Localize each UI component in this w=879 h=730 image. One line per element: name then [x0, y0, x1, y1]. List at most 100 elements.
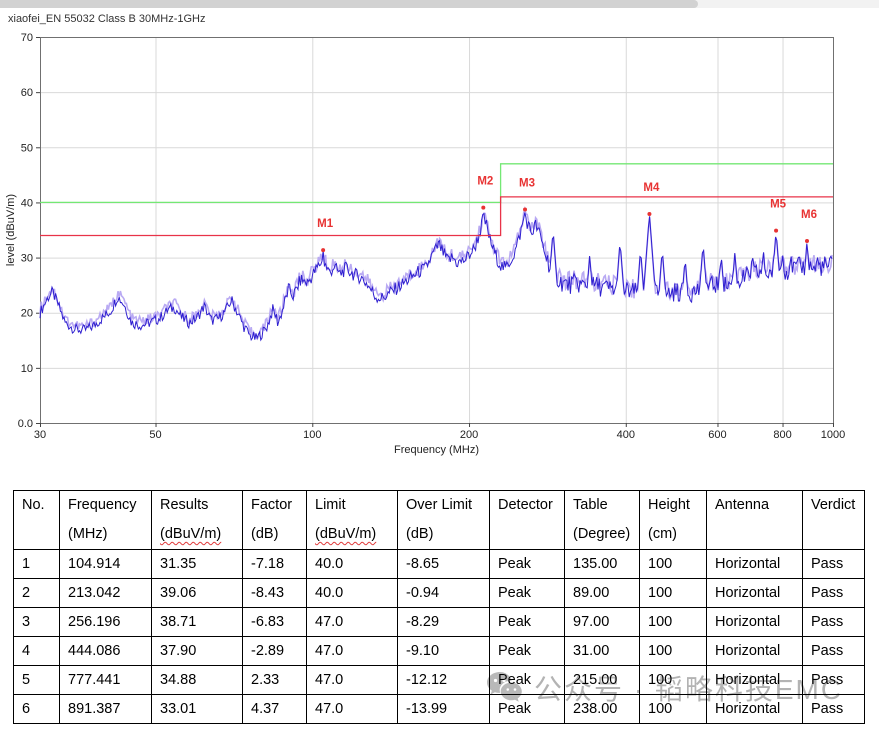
plot-border: [41, 38, 834, 424]
table-cell: 37.90: [152, 637, 243, 666]
table-cell: Pass: [803, 666, 865, 695]
marker-dot-M4: [647, 212, 651, 216]
marker-label-M2: M2: [477, 176, 493, 188]
marker-label-M5: M5: [770, 199, 787, 211]
svg-text:30: 30: [21, 253, 33, 265]
marker-label-M3: M3: [519, 178, 535, 190]
table-cell: Horizontal: [707, 695, 803, 724]
table-cell: -6.83: [243, 608, 307, 637]
col-header-results: Results(dBuV/m): [152, 491, 243, 550]
table-row: 3256.19638.71-6.8347.0-8.29Peak97.00100H…: [14, 608, 865, 637]
col-header-no-: No.: [14, 491, 60, 550]
table-cell: -2.89: [243, 637, 307, 666]
table-cell: 100: [640, 695, 707, 724]
svg-text:70: 70: [21, 32, 33, 44]
table-cell: 777.441: [60, 666, 152, 695]
svg-text:30: 30: [34, 429, 46, 441]
y-axis-title: level (dBuV/m): [5, 194, 17, 266]
svg-text:100: 100: [303, 429, 321, 441]
table-cell: Pass: [803, 579, 865, 608]
table-cell: 135.00: [565, 550, 640, 579]
table-cell: Pass: [803, 695, 865, 724]
table-cell: 34.88: [152, 666, 243, 695]
table-cell: -13.99: [398, 695, 490, 724]
table-cell: 31.00: [565, 637, 640, 666]
svg-text:60: 60: [21, 87, 33, 99]
table-cell: 100: [640, 550, 707, 579]
table-row: 5777.44134.882.3347.0-12.12Peak215.00100…: [14, 666, 865, 695]
table-cell: Horizontal: [707, 608, 803, 637]
marker-dot-M2: [481, 206, 485, 210]
table-cell: Peak: [490, 637, 565, 666]
emission-trace: [40, 213, 832, 340]
markers: M1M2M3M4M5M6: [317, 176, 817, 253]
marker-dot-M5: [774, 229, 778, 233]
svg-text:600: 600: [708, 429, 726, 441]
table-cell: 47.0: [307, 666, 398, 695]
emissions-spectrum-chart: 706050403020100.030501002004006008001000…: [0, 0, 879, 470]
table-cell: 2: [14, 579, 60, 608]
svg-text:800: 800: [773, 429, 791, 441]
gridlines: [40, 37, 833, 423]
svg-text:40: 40: [21, 197, 33, 209]
svg-text:200: 200: [460, 429, 478, 441]
table-cell: Pass: [803, 608, 865, 637]
table-cell: -8.43: [243, 579, 307, 608]
table-cell: 104.914: [60, 550, 152, 579]
svg-text:10: 10: [21, 363, 33, 375]
marker-label-M4: M4: [643, 182, 660, 194]
col-header-over-limit: Over Limit(dB): [398, 491, 490, 550]
table-cell: 6: [14, 695, 60, 724]
table-cell: -12.12: [398, 666, 490, 695]
table-cell: 891.387: [60, 695, 152, 724]
table-cell: Horizontal: [707, 579, 803, 608]
svg-text:1000: 1000: [821, 429, 845, 441]
col-header-height: Height(cm): [640, 491, 707, 550]
svg-text:20: 20: [21, 308, 33, 320]
table-cell: 40.0: [307, 550, 398, 579]
table-cell: 100: [640, 608, 707, 637]
table-cell: 215.00: [565, 666, 640, 695]
table-cell: 89.00: [565, 579, 640, 608]
table-cell: 40.0: [307, 579, 398, 608]
col-header-verdict: Verdict: [803, 491, 865, 550]
table-cell: -8.65: [398, 550, 490, 579]
table-cell: 1: [14, 550, 60, 579]
table-row: 6891.38733.014.3747.0-13.99Peak238.00100…: [14, 695, 865, 724]
results-table: No.Frequency(MHz)Results(dBuV/m)Factor(d…: [13, 490, 865, 724]
table-cell: 4: [14, 637, 60, 666]
table-cell: 4.37: [243, 695, 307, 724]
table-cell: 100: [640, 579, 707, 608]
col-header-frequency: Frequency(MHz): [60, 491, 152, 550]
table-cell: -9.10: [398, 637, 490, 666]
table-cell: Horizontal: [707, 637, 803, 666]
table-cell: Pass: [803, 550, 865, 579]
table-cell: 39.06: [152, 579, 243, 608]
svg-text:50: 50: [149, 429, 161, 441]
emc-report-page: xiaofei_EN 55032 Class B 30MHz-1GHz 7060…: [0, 0, 879, 730]
table-cell: 47.0: [307, 608, 398, 637]
col-header-limit: Limit(dBuV/m): [307, 491, 398, 550]
col-header-antenna: Antenna: [707, 491, 803, 550]
table-cell: 256.196: [60, 608, 152, 637]
table-cell: -8.29: [398, 608, 490, 637]
table-cell: Peak: [490, 579, 565, 608]
table-cell: 5: [14, 666, 60, 695]
table-row: 4444.08637.90-2.8947.0-9.10Peak31.00100H…: [14, 637, 865, 666]
table-cell: 97.00: [565, 608, 640, 637]
table-cell: 213.042: [60, 579, 152, 608]
table-cell: Peak: [490, 608, 565, 637]
col-header-table: Table(Degree): [565, 491, 640, 550]
col-header-factor: Factor(dB): [243, 491, 307, 550]
col-header-detector: Detector: [490, 491, 565, 550]
svg-text:400: 400: [617, 429, 635, 441]
table-cell: 238.00: [565, 695, 640, 724]
table-cell: Peak: [490, 550, 565, 579]
marker-dot-M1: [321, 248, 325, 252]
table-cell: 47.0: [307, 637, 398, 666]
table-cell: -0.94: [398, 579, 490, 608]
table-cell: 33.01: [152, 695, 243, 724]
table-cell: 47.0: [307, 695, 398, 724]
table-cell: 3: [14, 608, 60, 637]
axis-labels: 706050403020100.030501002004006008001000…: [5, 32, 845, 456]
